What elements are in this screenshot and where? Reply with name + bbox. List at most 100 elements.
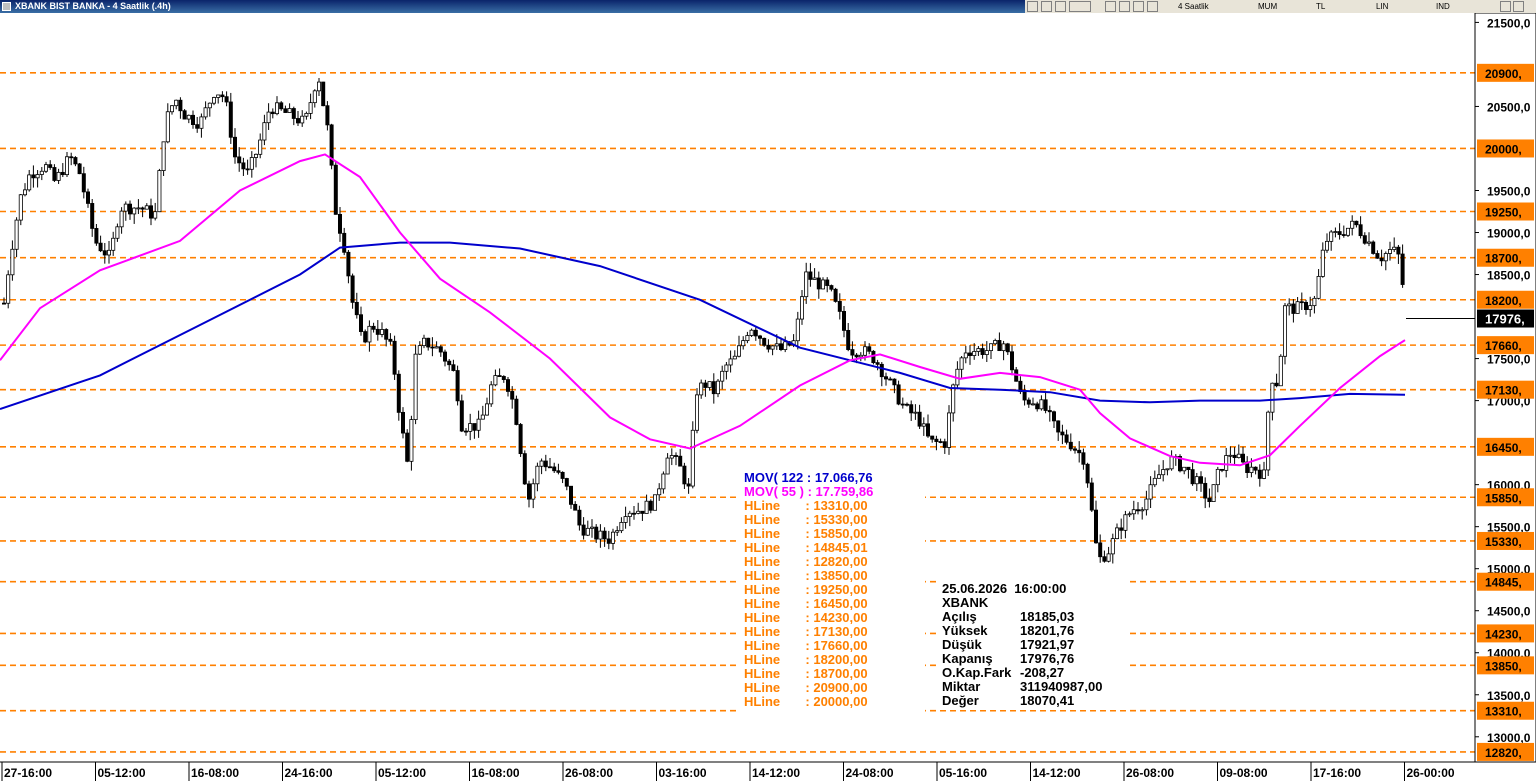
lock-icon[interactable] [1027, 1, 1038, 12]
chart-type-select[interactable]: MUM [1255, 0, 1281, 13]
candle-body [900, 403, 905, 406]
hline-price-tag [1477, 488, 1534, 507]
maximize-icon[interactable] [1513, 1, 1524, 12]
candle-body [371, 325, 376, 330]
grid-icon[interactable] [1105, 1, 1116, 12]
candle-body [363, 331, 368, 343]
candle-body [472, 423, 477, 431]
hline-legend-item: HLine : 18200,00 [744, 652, 868, 667]
candle-body [795, 318, 800, 342]
currency-select[interactable]: TL [1313, 0, 1329, 13]
candle-body [1329, 231, 1334, 242]
moving-averages [0, 153, 1406, 467]
candle-body [842, 311, 847, 331]
candle-body [968, 352, 973, 356]
candle-body [1039, 399, 1044, 410]
candle-body [1043, 399, 1048, 411]
candle-body [232, 136, 237, 158]
y-tick-label: 17500,0 [1487, 353, 1531, 367]
candle-body [1207, 497, 1212, 503]
candle-body [758, 335, 763, 339]
candle-body [186, 114, 191, 120]
candle-body [573, 503, 578, 511]
candle-body [896, 384, 901, 405]
candle-body [657, 488, 662, 496]
settings-icon[interactable] [1147, 1, 1158, 12]
tools-icon[interactable] [1055, 1, 1066, 12]
candle-body [1056, 420, 1061, 433]
mode-select[interactable]: IND [1433, 0, 1453, 13]
candle-body [18, 194, 23, 221]
candle-body [1287, 303, 1292, 307]
candle-body [716, 380, 721, 395]
candle-body [1178, 456, 1183, 472]
candle-body [367, 325, 372, 343]
candle-body [220, 94, 225, 98]
candle-body [535, 465, 540, 485]
x-tick-label: 14-12:00 [752, 766, 800, 780]
hline-layer [0, 72, 1475, 753]
drawing-icon[interactable] [1069, 1, 1091, 12]
candle-body [1236, 453, 1241, 459]
minimize-icon[interactable] [1500, 1, 1511, 12]
candle-body [190, 114, 195, 125]
candle-body [413, 353, 418, 420]
chart-icon[interactable] [1041, 1, 1052, 12]
candle-body [695, 394, 700, 431]
period-select[interactable]: 4 Saatlik [1175, 0, 1212, 13]
candle-body [980, 348, 985, 355]
candle-body [203, 107, 208, 118]
candle-body [342, 232, 347, 253]
candle-body [972, 351, 977, 356]
candle-body [905, 403, 910, 406]
candle-body [653, 494, 658, 511]
candle-body [291, 108, 296, 119]
candle-body [682, 465, 687, 485]
candle-body [678, 455, 683, 467]
candle-body [669, 455, 674, 459]
candle-body [463, 430, 468, 433]
candle-body [615, 530, 620, 533]
candle-body [56, 171, 61, 181]
candle-body [6, 274, 11, 304]
refresh-icon[interactable] [1133, 1, 1144, 12]
candle-body [31, 174, 36, 179]
candle-body [1346, 227, 1351, 236]
candle-body [1371, 241, 1376, 254]
candle-body [262, 122, 267, 141]
candle-body [867, 346, 872, 352]
candle-body [875, 362, 880, 365]
bar-info-label: O.Kap.Fark [942, 665, 1012, 680]
candle-body [1085, 463, 1090, 484]
hline-price-label: 19250, [1485, 206, 1522, 220]
candle-body [144, 205, 149, 210]
candle-body [426, 337, 431, 348]
candle-body [1299, 301, 1304, 304]
bar-info-panel: 25.06.2026 16:00:00 XBANK Açılış 18185,03… [937, 578, 1127, 710]
candle-body [358, 314, 363, 332]
scale-select[interactable]: LIN [1373, 0, 1392, 13]
candle-body [140, 207, 145, 210]
candle-body [90, 203, 95, 229]
candle-body [312, 90, 317, 104]
x-tick-label: 24-08:00 [846, 766, 894, 780]
mov55-line [0, 153, 1406, 467]
pencil-icon[interactable] [1119, 1, 1130, 12]
candle-body [783, 341, 788, 351]
candle-body [98, 242, 103, 252]
hline-price-tag [1477, 742, 1534, 761]
candle-body [1005, 343, 1010, 353]
candle-body [1295, 301, 1300, 314]
price-axis: 21500,0 20500,0 19500,0 19000,0 18500,0 17500… [1474, 12, 1536, 781]
candle-body [295, 118, 300, 124]
candle-body [825, 279, 830, 286]
candle-body [577, 509, 582, 526]
candle-body [283, 108, 288, 113]
candle-body [590, 526, 595, 529]
candle-body [564, 478, 569, 487]
hline-legend-item: HLine : 14845,01 [744, 540, 868, 555]
candle-body [1161, 469, 1166, 476]
candle-body [60, 171, 65, 176]
candle-body [711, 381, 716, 395]
